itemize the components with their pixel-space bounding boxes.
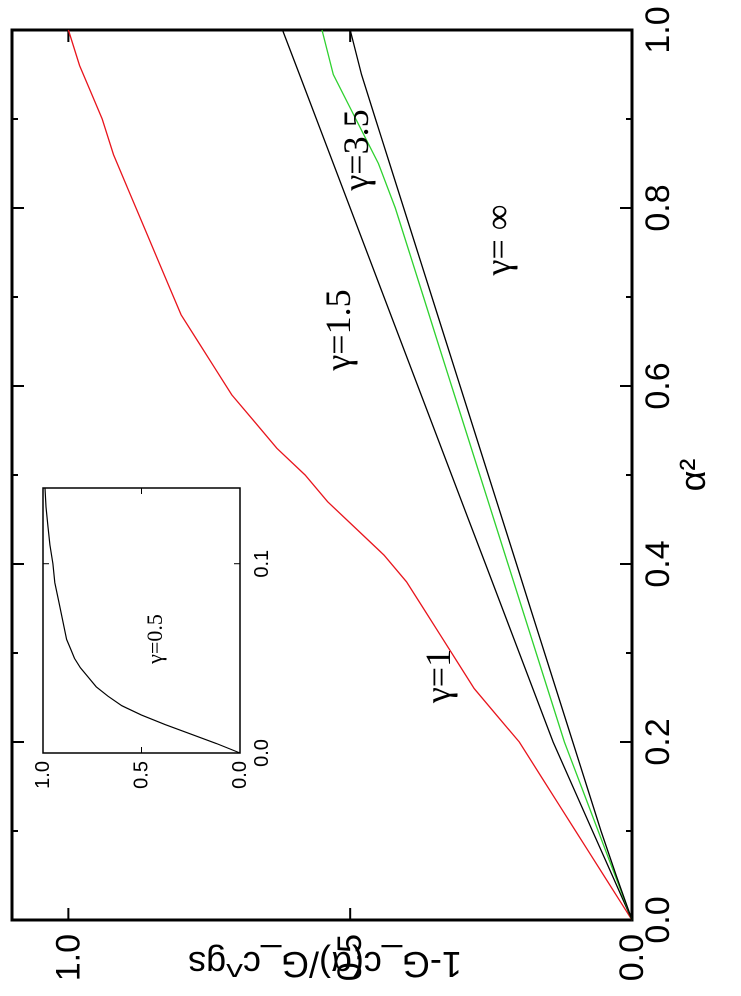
y-tick-label: 0.5	[331, 934, 369, 981]
y-tick-label: 0.0	[613, 934, 651, 981]
x-tick-label: 1.0	[639, 6, 677, 53]
x-axis-title: α²	[672, 459, 713, 492]
curve-label-gamma-3-5: γ=3.5	[336, 109, 376, 191]
x-tick-label: 0.6	[639, 362, 677, 409]
y-axis-title: 1-G_c(α)/G_c^gs	[188, 944, 462, 985]
x-tick-label: 0.4	[639, 540, 677, 587]
inset-plot: 0.0 0.1 0.0 0.5 1.0 γ=0.5	[32, 487, 273, 789]
y-tick-label: 0.0	[229, 761, 251, 789]
series-line-1	[67, 29, 633, 921]
main-tick-labels: 0.0 0.2 0.4 0.6 0.8 1.0 0.0 0.5 1.0	[49, 6, 677, 981]
x-tick-label: 0.2	[639, 718, 677, 765]
curve-label-gamma-inf: γ= ∞	[478, 205, 518, 277]
series-line-1	[44, 487, 241, 754]
curve-label-gamma-1-5: γ=1.5	[318, 289, 358, 371]
inset-ticks	[42, 488, 241, 754]
main-plot-frame	[10, 28, 634, 922]
series-line-4	[349, 29, 633, 921]
y-tick-label: 1.0	[49, 934, 87, 981]
inset-series	[44, 487, 241, 754]
y-tick-label: 0.5	[131, 761, 153, 789]
main-plot: 0.0 0.2 0.4 0.6 0.8 1.0 0.0 0.5 1.0 α² 1-G_c(α)/…	[10, 6, 713, 985]
x-tick-label: 0.8	[639, 184, 677, 231]
x-tick-label: 0.0	[251, 739, 273, 767]
series-line-2	[281, 29, 633, 921]
inset-curve-label-gamma-0-5: γ=0.5	[142, 614, 167, 665]
main-series	[67, 29, 633, 921]
series-line-3	[321, 29, 633, 921]
x-tick-label: 0.1	[251, 550, 273, 578]
curve-label-gamma-1: γ=1	[418, 649, 458, 704]
x-tick-label: 0.0	[639, 896, 677, 943]
y-tick-label: 1.0	[32, 761, 54, 789]
main-ticks	[12, 29, 633, 921]
inset-tick-labels: 0.0 0.1 0.0 0.5 1.0	[32, 550, 273, 789]
inset-plot-frame	[42, 487, 241, 754]
